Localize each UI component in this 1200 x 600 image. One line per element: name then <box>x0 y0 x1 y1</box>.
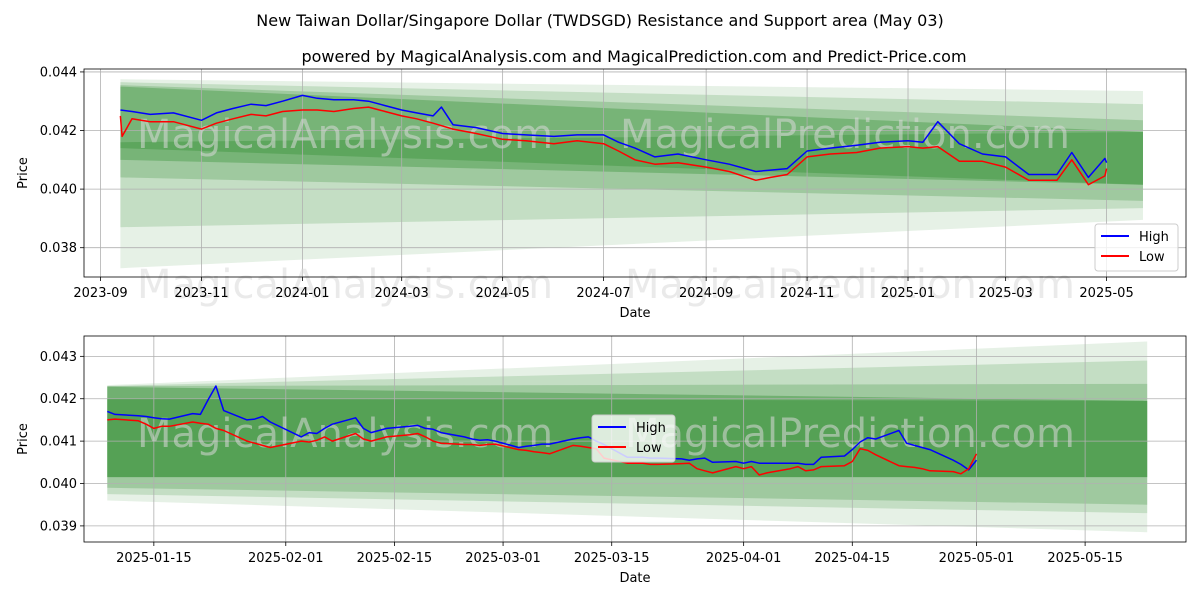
x-axis-label: Date <box>619 306 650 321</box>
y-tick-label: 0.044 <box>40 65 77 80</box>
y-tick-label: 0.039 <box>40 519 77 534</box>
x-tick-label: 2025-03 <box>978 286 1032 301</box>
watermark-text: MagicalAnalysis.com <box>137 411 553 457</box>
x-tick-label: 2024-09 <box>679 286 733 301</box>
series-group <box>107 385 978 476</box>
resistance-support-band-2 <box>120 85 1143 201</box>
x-tick-label: 2025-04-15 <box>815 551 891 566</box>
watermark-text: MagicalPrediction.com <box>620 112 1070 158</box>
y-tick-label: 0.042 <box>40 124 77 139</box>
bottom-chart-panel: MagicalAnalysis.com MagicalPrediction.com… <box>16 335 1187 586</box>
y-axis-label: Price <box>16 157 31 189</box>
x-tick-label: 2025-01 <box>881 286 935 301</box>
x-tick-label: 2025-02-15 <box>357 551 433 566</box>
x-tick-label: 2025-02-01 <box>248 551 324 566</box>
resistance-support-band-1 <box>120 82 1143 228</box>
watermark-text: MagicalAnalysis.com <box>137 262 553 308</box>
series-group <box>119 94 1108 186</box>
axes-frame <box>83 335 1187 543</box>
axes-frame <box>83 68 1187 278</box>
legend-label-low: Low <box>1139 250 1165 265</box>
legend: High Low <box>591 414 676 463</box>
x-tick-label: 2024-05 <box>475 286 529 301</box>
y-tick-label: 0.040 <box>40 477 77 492</box>
y-tick-label: 0.041 <box>40 435 77 450</box>
x-tick-label: 2024-01 <box>275 286 329 301</box>
series-line-low <box>107 418 978 476</box>
y-tick-label: 0.042 <box>40 392 77 407</box>
resistance-support-band-3 <box>120 86 1143 185</box>
resistance-support-band-0 <box>120 79 1143 269</box>
legend-label-high: High <box>636 421 666 436</box>
y-tick-label: 0.038 <box>40 241 77 256</box>
x-tick-label: 2023-11 <box>174 286 228 301</box>
series-line-high <box>107 385 978 471</box>
watermark-text: MagicalPrediction.com <box>625 262 1075 308</box>
y-axis-label: Price <box>16 423 31 455</box>
chart-title: New Taiwan Dollar/Singapore Dollar (TWDS… <box>256 11 943 30</box>
band-group <box>120 79 1143 269</box>
legend: High Low <box>1094 223 1179 272</box>
series-line-low <box>119 106 1108 186</box>
x-tick-label: 2025-05-01 <box>939 551 1015 566</box>
top-chart-panel: MagicalAnalysis.com MagicalPrediction.com… <box>16 65 1187 321</box>
x-tick-label: 2025-03-01 <box>465 551 541 566</box>
x-tick-label: 2025-05-15 <box>1047 551 1123 566</box>
grid-group <box>84 69 1186 277</box>
y-tick-label: 0.040 <box>40 183 77 198</box>
x-tick-label: 2025-05 <box>1079 286 1133 301</box>
x-axis-label: Date <box>619 571 650 586</box>
watermark-text: MagicalAnalysis.com <box>137 112 553 158</box>
series-line-high <box>120 94 1108 179</box>
x-tick-label: 2024-11 <box>780 286 834 301</box>
x-tick-label: 2023-09 <box>73 286 127 301</box>
y-tick-label: 0.043 <box>40 350 77 365</box>
x-tick-label: 2025-01-15 <box>116 551 192 566</box>
legend-label-high: High <box>1139 230 1169 245</box>
legend-label-low: Low <box>636 441 662 456</box>
x-tick-label: 2024-07 <box>576 286 630 301</box>
x-tick-label: 2024-03 <box>375 286 429 301</box>
chart-subtitle: powered by MagicalAnalysis.com and Magic… <box>301 47 966 66</box>
watermark-text: MagicalPrediction.com <box>625 411 1075 457</box>
x-tick-label: 2025-03-15 <box>574 551 650 566</box>
x-tick-label: 2025-04-01 <box>706 551 782 566</box>
